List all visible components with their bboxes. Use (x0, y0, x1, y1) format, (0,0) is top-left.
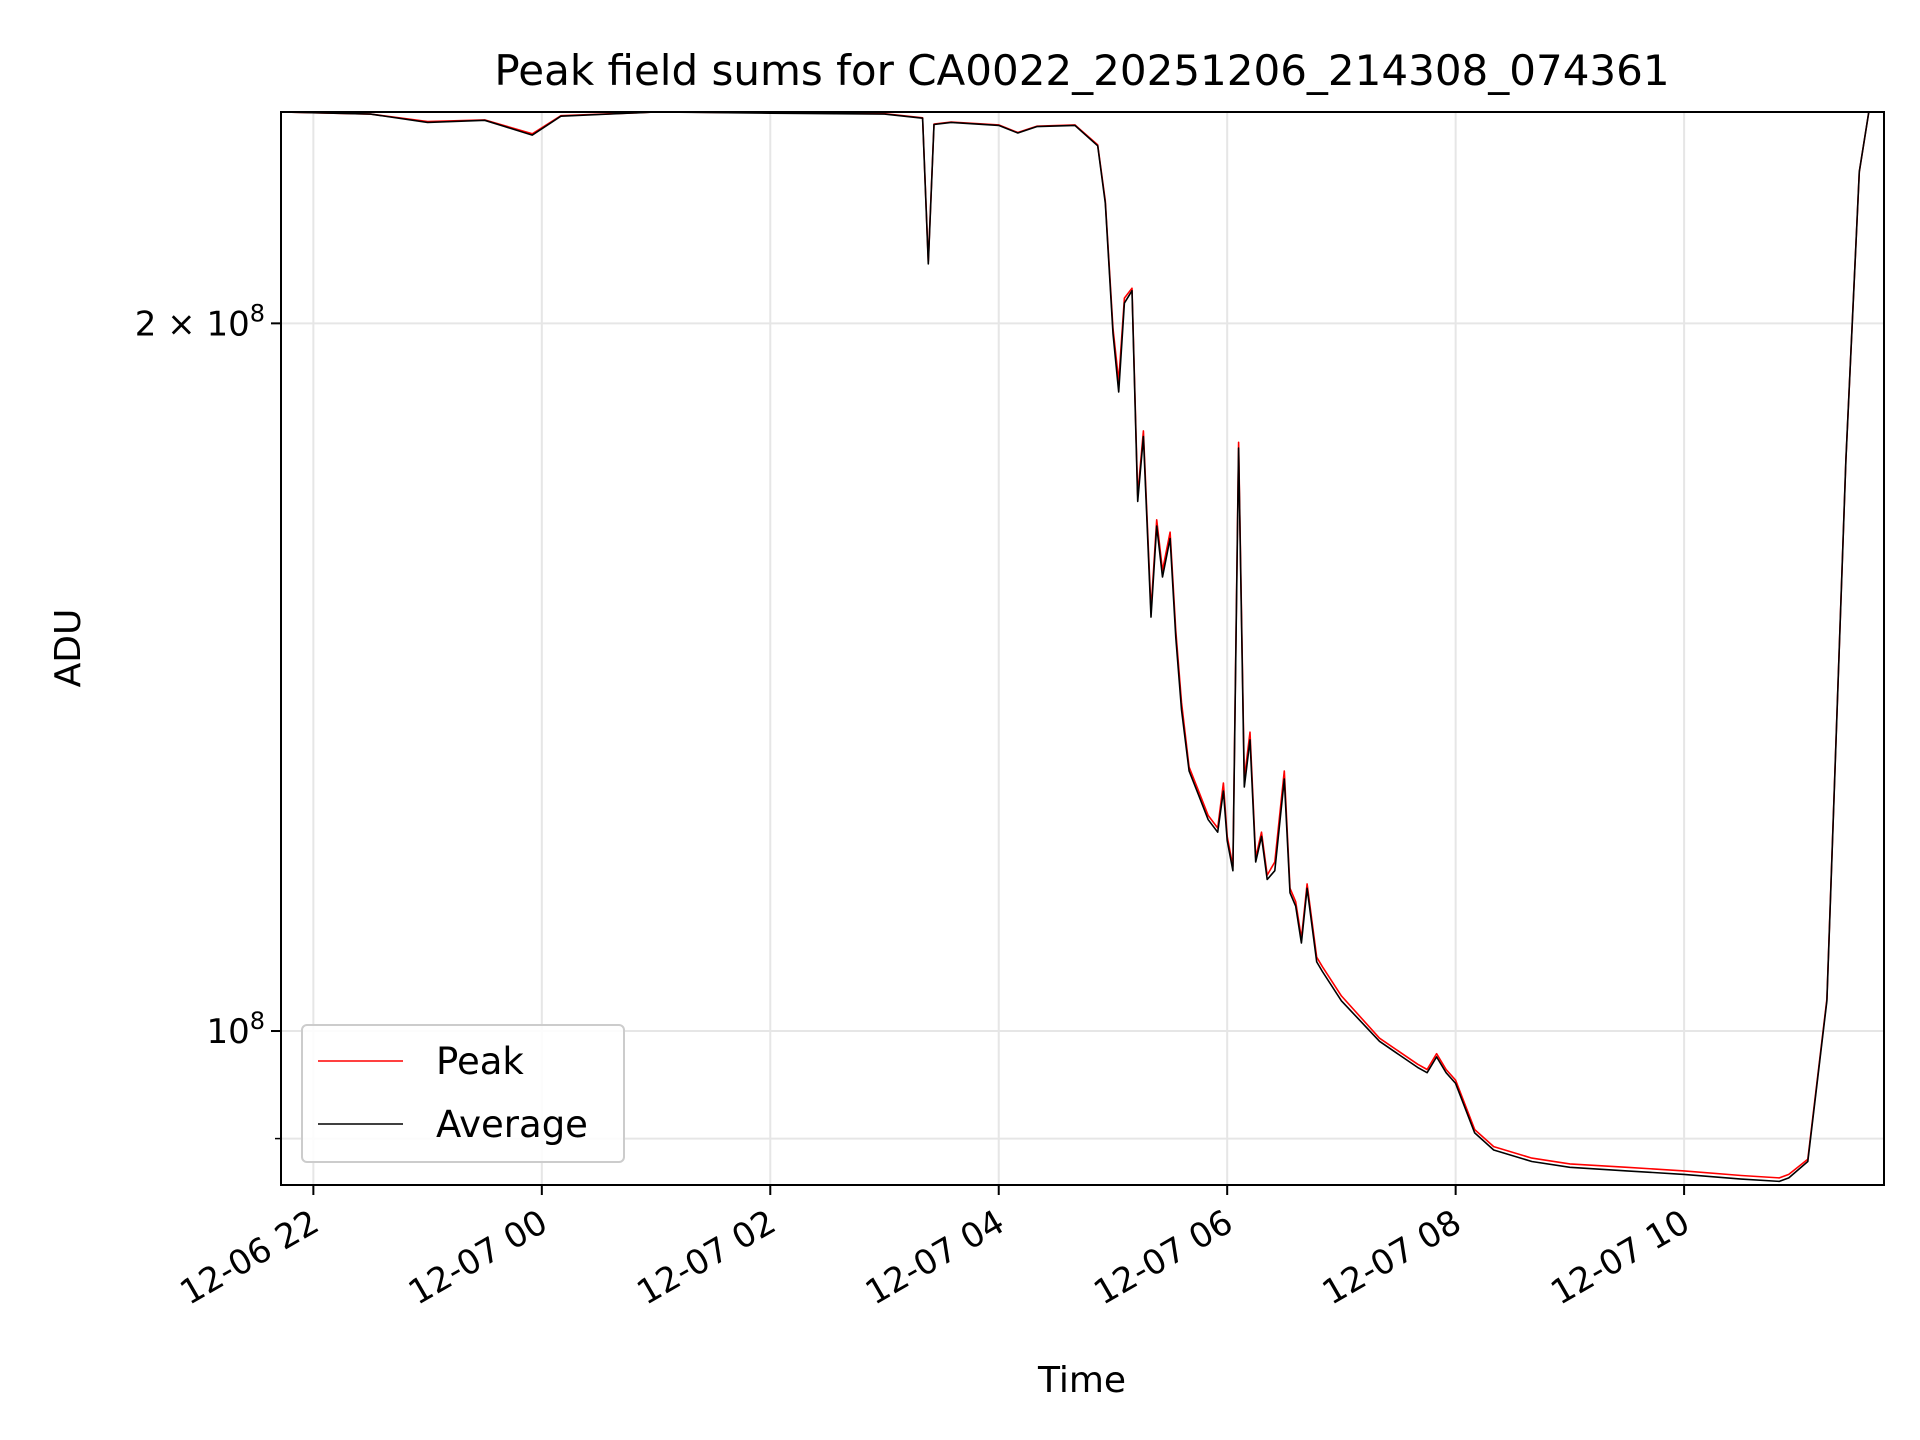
legend-box (301, 1024, 625, 1163)
legend-average-label: Average (436, 1103, 588, 1146)
chart-title: Peak field sums for CA0022_20251206_2143… (494, 46, 1669, 95)
y-tick-label: 2 × 108 (135, 299, 265, 344)
plot-area (281, 112, 1870, 1183)
y-tick-label: 108 (206, 1007, 265, 1052)
series-line-average (281, 112, 1870, 1183)
x-axis-label: Time (1037, 1360, 1126, 1401)
y-axis-label: ADU (48, 609, 89, 688)
legend-peak-label: Peak (436, 1040, 524, 1083)
legend: Peak Average (301, 1024, 625, 1163)
plot-frame (280, 111, 1885, 1186)
series-layer (281, 112, 1870, 1183)
